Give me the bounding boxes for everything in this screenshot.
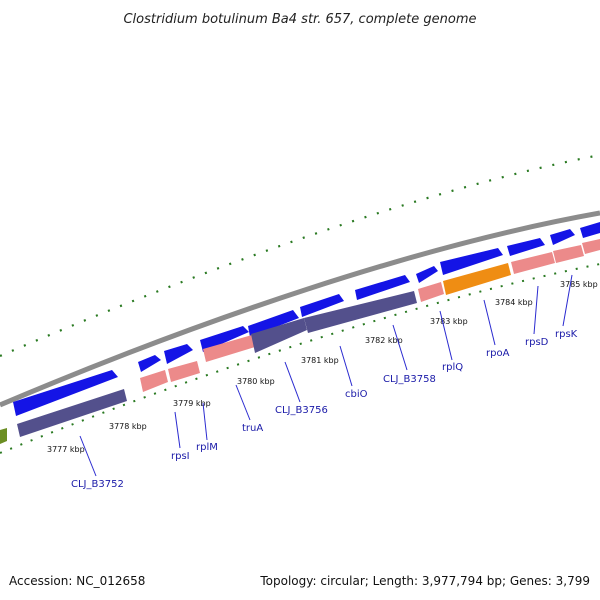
gene-label: cbiO bbox=[345, 389, 368, 400]
leader-line bbox=[339, 345, 353, 387]
cds-feature bbox=[416, 266, 438, 283]
tick-label: 3784 kbp bbox=[495, 298, 533, 307]
gene-label: truA bbox=[242, 423, 263, 434]
gene-feature bbox=[203, 335, 255, 362]
tick-label: 3783 kbp bbox=[430, 317, 468, 326]
previous-feature bbox=[0, 428, 7, 444]
cds-feature bbox=[355, 275, 410, 300]
cds-track bbox=[13, 222, 600, 416]
gene-label: CLJ_B3758 bbox=[383, 374, 436, 385]
tick-label: 3779 kbp bbox=[173, 399, 211, 408]
gene-label: CLJ_B3756 bbox=[275, 405, 328, 416]
gene-feature bbox=[443, 263, 511, 295]
gene-feature bbox=[553, 245, 584, 263]
leader-line bbox=[174, 411, 181, 449]
gene-feature bbox=[168, 361, 200, 382]
genome-summary: Topology: circular; Length: 3,977,794 bp… bbox=[260, 574, 590, 588]
leader-line bbox=[392, 324, 408, 371]
leader-line bbox=[562, 274, 573, 327]
gene-label: rpsI bbox=[171, 451, 190, 462]
map-title: Clostridium botulinum Ba4 str. 657, comp… bbox=[123, 12, 476, 27]
gene-label: rplM bbox=[196, 442, 218, 453]
tick-label: 3785 kbp bbox=[560, 280, 598, 289]
cds-feature bbox=[164, 344, 193, 364]
cds-feature bbox=[200, 326, 249, 352]
gene-feature bbox=[251, 318, 307, 353]
gene-feature bbox=[17, 389, 127, 437]
leader-line bbox=[202, 402, 208, 441]
cds-feature bbox=[248, 310, 299, 337]
cds-feature bbox=[580, 222, 600, 238]
gene-labels: CLJ_B3752 rpsI rplM truA CLJ_B3756 cbiO … bbox=[71, 329, 578, 490]
tick-label: 3781 kbp bbox=[301, 356, 339, 365]
gene-track bbox=[17, 239, 600, 437]
gene-feature bbox=[304, 291, 417, 333]
leader-line bbox=[284, 361, 301, 403]
gene-feature bbox=[418, 282, 444, 302]
gene-label: CLJ_B3752 bbox=[71, 479, 124, 490]
leader-line bbox=[79, 435, 97, 477]
tick-label: 3778 kbp bbox=[109, 422, 147, 431]
tick-labels: 3777 kbp 3778 kbp 3779 kbp 3780 kbp 3781… bbox=[47, 280, 598, 454]
leader-line bbox=[483, 299, 496, 346]
leader-line bbox=[533, 285, 539, 335]
gene-label: rpoA bbox=[486, 348, 510, 359]
tick-label: 3780 kbp bbox=[237, 377, 275, 386]
label-leaders bbox=[79, 274, 573, 477]
gene-label: rpsD bbox=[525, 337, 549, 348]
cds-feature bbox=[440, 248, 503, 275]
gene-label: rplQ bbox=[442, 362, 463, 373]
accession-text: Accession: NC_012658 bbox=[9, 574, 146, 588]
cds-feature bbox=[300, 294, 344, 317]
gene-feature bbox=[582, 239, 600, 254]
cds-feature bbox=[138, 355, 161, 372]
tick-label: 3777 kbp bbox=[47, 445, 85, 454]
leader-line bbox=[235, 384, 251, 421]
gene-label: rpsK bbox=[555, 329, 578, 340]
leader-line bbox=[439, 310, 453, 361]
cds-feature bbox=[550, 229, 575, 245]
cds-feature bbox=[13, 370, 118, 416]
tick-label: 3782 kbp bbox=[365, 336, 403, 345]
cds-feature bbox=[507, 238, 545, 256]
gene-feature bbox=[511, 252, 555, 274]
backbone bbox=[0, 210, 600, 408]
outer-tick-ring bbox=[0, 153, 600, 358]
gene-feature bbox=[140, 370, 168, 392]
